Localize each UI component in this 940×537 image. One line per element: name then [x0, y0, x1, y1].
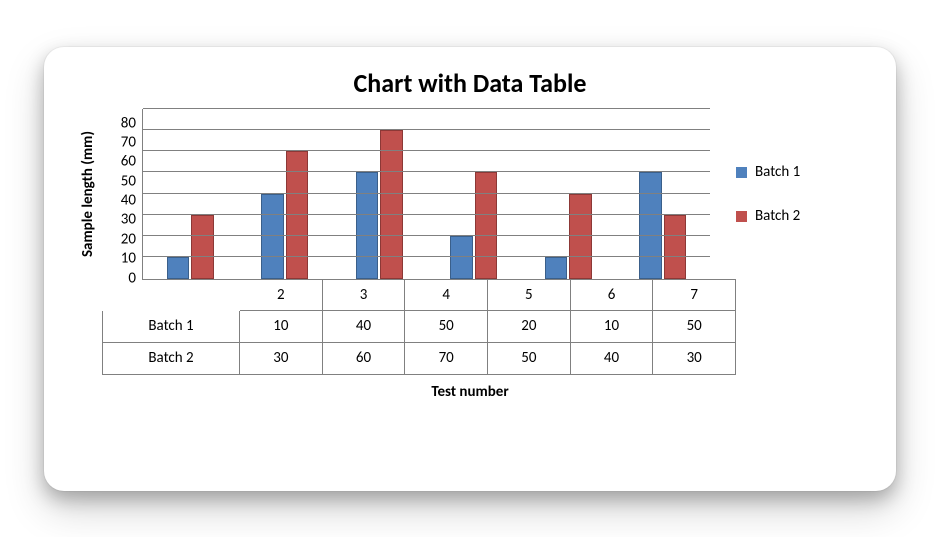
bar-group	[332, 109, 427, 279]
table-cell: 60	[323, 343, 406, 375]
gridline	[143, 235, 710, 236]
table-cell: 5	[488, 279, 571, 311]
plot-area	[142, 109, 710, 280]
y-tick-label: 50	[121, 174, 136, 189]
table-cell: 30	[653, 343, 736, 375]
spacer	[74, 279, 102, 375]
gridline	[143, 108, 710, 109]
bar	[664, 215, 687, 279]
table-cell: 7	[653, 279, 736, 311]
table-cell: 70	[405, 343, 488, 375]
bar	[475, 172, 498, 278]
bar	[191, 215, 214, 279]
y-ticks: 80706050403020100	[102, 109, 142, 279]
y-axis-label: Sample length (mm)	[79, 131, 97, 257]
spacer	[736, 279, 866, 375]
gridline	[143, 150, 710, 151]
x-axis-label: Test number	[74, 383, 866, 401]
table-row: 104050201050	[240, 311, 736, 343]
gridline	[143, 256, 710, 257]
bar	[639, 172, 662, 278]
legend-item: Batch 1	[736, 163, 866, 181]
bar-group	[616, 109, 711, 279]
y-tick-label: 10	[121, 252, 136, 267]
legend-swatch	[736, 167, 747, 178]
table-row-header: Batch 1	[102, 311, 240, 343]
table-cell: 50	[653, 311, 736, 343]
table-cell: 50	[405, 311, 488, 343]
bar-group	[521, 109, 616, 279]
table-cell: 20	[488, 311, 571, 343]
table-cell: 40	[571, 343, 654, 375]
y-tick-label: 40	[121, 194, 136, 209]
y-tick-label: 30	[121, 213, 136, 228]
gridline	[143, 129, 710, 130]
legend-label: Batch 1	[755, 163, 800, 181]
bar-group	[238, 109, 333, 279]
stage: Chart with Data Table Sample length (mm)…	[0, 0, 940, 537]
table-cell: 10	[571, 311, 654, 343]
chart-title: Chart with Data Table	[74, 67, 866, 99]
table-cell: 4	[405, 279, 488, 311]
bar	[545, 257, 568, 278]
bar-group	[143, 109, 238, 279]
bar	[261, 194, 284, 279]
legend: Batch 1 Batch 2	[710, 109, 866, 280]
legend-swatch	[736, 211, 747, 222]
bar	[356, 172, 379, 278]
table-cell: 30	[240, 343, 323, 375]
table-corner-blank	[102, 279, 240, 311]
gridline	[143, 171, 710, 172]
ylabel-col: Sample length (mm)	[74, 109, 102, 280]
legend-item: Batch 2	[736, 207, 866, 225]
bar-group	[427, 109, 522, 279]
table-row: 306070504030	[240, 343, 736, 375]
y-tick-label: 60	[121, 155, 136, 170]
data-table-row-headers: Batch 1Batch 2	[102, 279, 240, 375]
legend-label: Batch 2	[755, 207, 800, 225]
chart-card: Chart with Data Table Sample length (mm)…	[44, 47, 896, 491]
bar	[569, 194, 592, 279]
y-tick-label: 0	[128, 271, 136, 286]
data-table: Batch 1Batch 2 2345671040502010503060705…	[74, 279, 866, 375]
bar	[167, 257, 190, 278]
bars-layer	[143, 109, 710, 279]
table-category-row: 234567	[240, 279, 736, 311]
table-cell: 2	[240, 279, 323, 311]
gridline	[143, 214, 710, 215]
chart-row: Sample length (mm) 80706050403020100 Bat…	[74, 109, 866, 280]
table-cell: 50	[488, 343, 571, 375]
y-tick-label: 70	[121, 135, 136, 150]
y-tick-label: 20	[121, 232, 136, 247]
table-cell: 3	[323, 279, 406, 311]
bar	[450, 236, 473, 279]
gridline	[143, 193, 710, 194]
table-cell: 10	[240, 311, 323, 343]
data-table-body: 234567104050201050306070504030	[240, 279, 736, 375]
table-row-header: Batch 2	[102, 343, 240, 375]
table-cell: 6	[571, 279, 654, 311]
y-tick-label: 80	[121, 116, 136, 131]
table-cell: 40	[323, 311, 406, 343]
bar	[286, 151, 309, 279]
